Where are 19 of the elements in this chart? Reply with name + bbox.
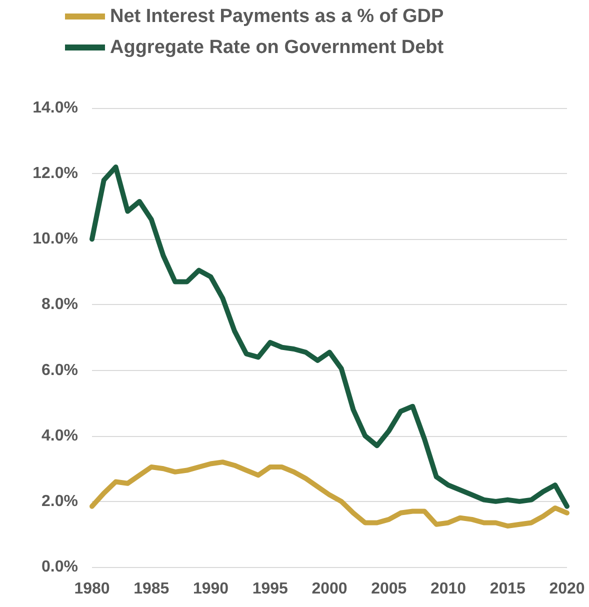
y-tick-label: 4.0%: [42, 427, 78, 444]
x-tick-label: 1995: [252, 580, 288, 598]
legend-label: Net Interest Payments as a % of GDP: [110, 6, 444, 27]
y-tick-label: 6.0%: [42, 362, 78, 379]
y-tick-label: 0.0%: [42, 558, 78, 576]
x-tick-label: 1990: [192, 580, 229, 598]
y-tick-label: 2.0%: [42, 492, 78, 510]
x-tick-label: 2010: [430, 580, 466, 598]
y-tick-label: 14.0%: [32, 100, 78, 116]
x-tick-label: 1985: [134, 580, 170, 598]
y-tick-label: 8.0%: [42, 296, 78, 314]
y-tick-label: 10.0%: [32, 230, 78, 248]
x-tick-label: 2015: [490, 580, 526, 598]
x-tick-label: 2005: [371, 580, 407, 598]
y-tick-label: 12.0%: [32, 165, 78, 182]
x-tick-label: 1980: [74, 580, 110, 598]
x-tick-label: 2000: [312, 580, 348, 598]
legend-label: Aggregate Rate on Government Debt: [110, 37, 444, 58]
x-tick-label: 2020: [549, 580, 585, 598]
